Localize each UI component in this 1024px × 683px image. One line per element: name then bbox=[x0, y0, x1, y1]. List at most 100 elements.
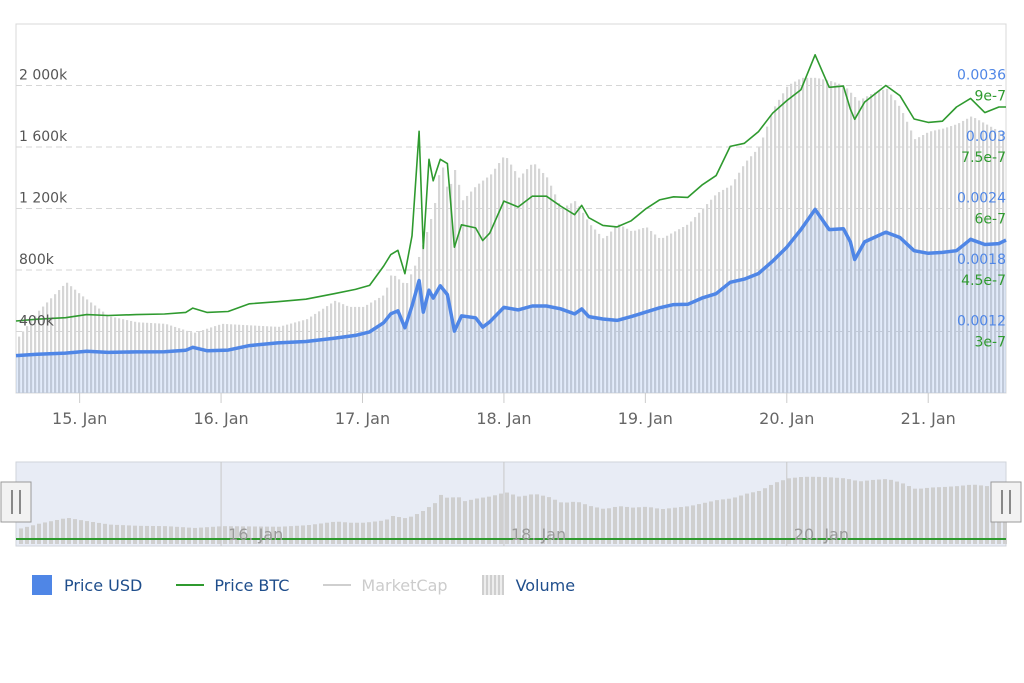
navigator-volume-bar bbox=[793, 477, 797, 544]
navigator-volume-bar bbox=[925, 487, 929, 544]
volume-bar bbox=[938, 129, 941, 393]
navigator-volume-bar bbox=[535, 494, 539, 544]
navigator-volume-bar bbox=[853, 480, 857, 544]
x-tick-label-20-jan: 20. Jan bbox=[759, 409, 814, 428]
volume-bar bbox=[50, 298, 53, 393]
volume-bar bbox=[302, 320, 305, 393]
volume-bar bbox=[430, 218, 433, 393]
volume-bar bbox=[86, 299, 89, 393]
volume-bar bbox=[686, 224, 689, 393]
navigator-volume-bar bbox=[25, 526, 29, 544]
volume-bar bbox=[226, 324, 229, 393]
navigator-volume-bar bbox=[691, 505, 695, 544]
navigator-left-handle[interactable] bbox=[0, 481, 32, 523]
volume-bar bbox=[674, 231, 677, 393]
navigator-volume-bar bbox=[217, 526, 221, 544]
volume-bar bbox=[694, 217, 697, 393]
legend-item-price-btc[interactable]: Price BTC bbox=[176, 576, 289, 595]
navigator-volume-bar bbox=[709, 501, 713, 544]
navigator-volume-bar bbox=[967, 484, 971, 544]
volume-bar bbox=[578, 206, 581, 393]
volume-bar bbox=[610, 231, 613, 393]
volume-bar bbox=[1002, 131, 1005, 393]
legend-item-marketcap[interactable]: MarketCap bbox=[323, 576, 448, 595]
navigator-volume-bar bbox=[805, 476, 809, 544]
legend: Price USD Price BTC MarketCap Volume bbox=[32, 570, 609, 600]
navigator-volume-bar bbox=[211, 526, 215, 544]
y-tick-label-1-600k: 1 600k bbox=[19, 129, 68, 145]
volume-bar bbox=[194, 332, 197, 393]
volume-bar bbox=[250, 325, 253, 393]
volume-bar bbox=[922, 135, 925, 393]
volume-bar bbox=[22, 331, 25, 393]
navigator-volume-bar bbox=[937, 487, 941, 544]
volume-bar bbox=[118, 318, 121, 393]
navigator[interactable]: 16. Jan 18. Jan 20. Jan bbox=[0, 461, 1022, 547]
volume-bar bbox=[446, 186, 449, 393]
volume-bar bbox=[186, 330, 189, 393]
volume-bar bbox=[354, 306, 357, 393]
navigator-volume-bar bbox=[499, 493, 503, 544]
volume-bar bbox=[894, 100, 897, 393]
legend-item-price-usd[interactable]: Price USD bbox=[32, 575, 142, 595]
x-tick-label-21-jan: 21. Jan bbox=[901, 409, 956, 428]
volume-bar bbox=[486, 177, 489, 393]
volume-bar bbox=[786, 86, 789, 393]
volume-bar bbox=[586, 219, 589, 393]
navigator-volume-bar bbox=[643, 506, 647, 544]
volume-bar bbox=[522, 173, 525, 393]
volume-bar bbox=[774, 106, 777, 394]
volume-bar bbox=[270, 326, 273, 393]
volume-bar bbox=[918, 137, 921, 393]
navigator-volume-bar bbox=[739, 495, 743, 544]
navigator-volume-bar bbox=[559, 502, 563, 544]
navigator-right-handle-box bbox=[990, 481, 1022, 523]
y-right-tick-label-4-5e-7: 4.5e-7 bbox=[961, 273, 1006, 289]
navigator-volume-bar bbox=[523, 495, 527, 544]
volume-bar bbox=[950, 126, 953, 394]
navigator-volume-bar bbox=[859, 481, 863, 544]
navigator-volume-bar bbox=[265, 526, 269, 544]
navigator-volume-bar bbox=[253, 526, 257, 544]
navigator-volume-bar bbox=[475, 498, 479, 544]
navigator-volume-bar bbox=[355, 522, 359, 544]
navigator-volume-bar bbox=[31, 525, 35, 544]
volume-bar bbox=[814, 77, 817, 393]
volume-bar bbox=[898, 105, 901, 394]
navigator-volume-bar bbox=[829, 477, 833, 544]
volume-bar bbox=[902, 113, 905, 393]
x-tick-label-18-jan: 18. Jan bbox=[476, 409, 531, 428]
navigator-volume-bar bbox=[727, 498, 731, 544]
volume-bar bbox=[146, 322, 149, 393]
legend-item-volume[interactable]: Volume bbox=[481, 575, 576, 595]
navigator-volume-bar bbox=[457, 497, 461, 544]
volume-bar bbox=[38, 310, 41, 393]
volume-bar bbox=[890, 94, 893, 393]
volume-bar bbox=[462, 200, 465, 393]
volume-bar bbox=[218, 324, 221, 393]
volume-bar bbox=[510, 164, 513, 393]
volume-bar bbox=[26, 326, 29, 393]
volume-bar bbox=[830, 81, 833, 394]
navigator-volume-bar bbox=[91, 521, 95, 544]
navigator-volume-bar bbox=[469, 499, 473, 544]
volume-bar bbox=[210, 327, 213, 393]
navigator-volume-bar bbox=[403, 518, 407, 544]
navigator-volume-bar bbox=[367, 522, 371, 544]
volume-bar bbox=[690, 221, 693, 393]
navigator-volume-bar bbox=[343, 522, 347, 544]
x-tick-label-15-jan: 15. Jan bbox=[52, 409, 107, 428]
navigator-right-handle[interactable] bbox=[990, 481, 1022, 523]
navigator-volume-bar bbox=[847, 479, 851, 544]
legend-label-volume: Volume bbox=[515, 575, 576, 595]
volume-bar bbox=[946, 127, 949, 393]
volume-bar bbox=[878, 91, 881, 394]
navigator-volume-bar bbox=[115, 524, 119, 544]
navigator-volume-bar bbox=[577, 502, 581, 544]
navigator-volume-bar bbox=[349, 522, 353, 544]
volume-bar bbox=[634, 230, 637, 393]
volume-bar bbox=[182, 329, 185, 393]
navigator-volume-bar bbox=[583, 504, 587, 544]
legend-label-price-usd: Price USD bbox=[64, 575, 143, 595]
volume-bar bbox=[734, 179, 737, 393]
